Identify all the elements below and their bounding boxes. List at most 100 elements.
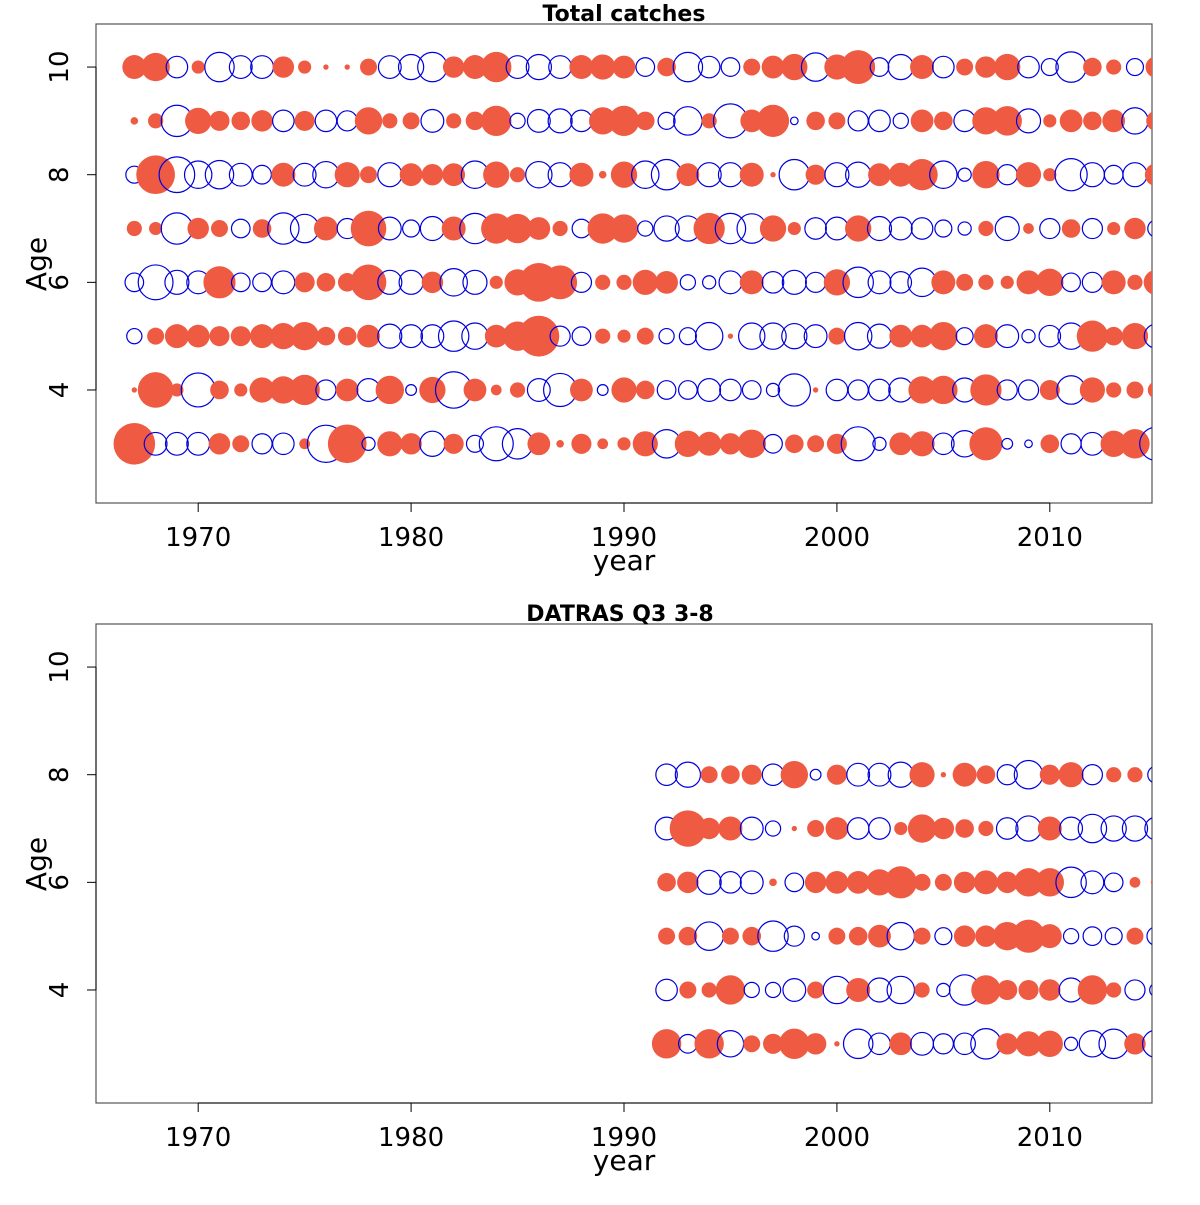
panel-title: DATRAS Q3 3-8 — [526, 602, 713, 627]
bubble-negative — [781, 322, 808, 350]
bubble-negative — [678, 327, 697, 346]
bubble-negative — [1060, 433, 1082, 455]
x-tick-label: 2010 — [1017, 1123, 1083, 1153]
bubble-positive — [148, 113, 164, 129]
bubble-negative — [143, 431, 168, 456]
bubble-positive — [357, 324, 380, 348]
bubble-negative — [1082, 926, 1103, 947]
bubble-negative — [1081, 271, 1104, 293]
bubble-positive — [1015, 162, 1042, 188]
bubble-negative — [824, 162, 850, 188]
bubble-positive — [1147, 382, 1152, 398]
bubble-positive — [556, 440, 564, 448]
bubble-positive — [978, 220, 994, 237]
bubble-positive — [910, 324, 934, 348]
bubble-negative — [314, 109, 338, 133]
bubble-positive — [462, 55, 487, 80]
bubble-negative — [672, 51, 704, 83]
bubble-negative — [696, 162, 722, 188]
bubble-positive — [701, 113, 717, 129]
bubble-negative — [714, 212, 747, 245]
bubble-negative — [789, 116, 799, 126]
bubble-positive — [1036, 268, 1064, 297]
bubble-negative — [934, 219, 953, 238]
bubble-negative — [1149, 984, 1152, 996]
bubble-negative — [1103, 164, 1124, 185]
bubble-negative — [525, 53, 553, 81]
bubble-negative — [653, 215, 680, 242]
bubble-positive — [443, 433, 464, 454]
bubble-negative — [782, 977, 807, 1002]
bubble-positive — [741, 764, 762, 785]
bubble-negative — [765, 382, 781, 398]
bubble-positive — [609, 214, 639, 243]
bubble-positive — [910, 109, 934, 133]
x-tick-label: 1970 — [165, 523, 231, 553]
bubble-negative — [1063, 1036, 1079, 1051]
bubble-positive — [715, 975, 746, 1005]
bubble-positive — [658, 927, 676, 945]
bubble-negative — [570, 109, 593, 133]
bubble-negative — [804, 217, 827, 240]
bubble-positive — [868, 924, 891, 948]
bubble-positive — [973, 870, 998, 895]
x-axis-label: year — [593, 544, 656, 577]
bubble-negative — [936, 982, 951, 998]
bubble-negative — [1024, 439, 1033, 449]
bubble-negative — [124, 272, 145, 293]
bubble-negative — [953, 1032, 976, 1056]
bubble-negative — [889, 271, 913, 294]
bubble-positive — [149, 221, 163, 236]
bubble-negative — [465, 434, 485, 453]
bubble-positive — [209, 326, 230, 347]
bubble-negative — [505, 55, 530, 80]
bubble-positive — [971, 975, 1001, 1005]
bubble-positive — [907, 814, 937, 843]
bubble-positive — [1040, 434, 1060, 454]
bubble-positive — [994, 53, 1021, 81]
bubble-positive — [694, 1029, 724, 1059]
bubble-positive — [327, 424, 367, 464]
bubble-negative — [910, 1031, 935, 1056]
bubble-negative — [739, 816, 764, 841]
bubble-negative — [679, 274, 697, 291]
bubble-positive — [846, 977, 871, 1002]
bubble-negative — [761, 271, 785, 294]
bubble-negative — [866, 977, 893, 1003]
bubble-negative — [866, 215, 893, 242]
bubble-positive — [975, 56, 997, 78]
bubble-positive — [299, 438, 311, 450]
bubble-positive — [978, 274, 994, 290]
bubble-positive — [270, 323, 297, 350]
bubble-positive — [1106, 982, 1122, 998]
bubble-positive — [636, 327, 654, 345]
bubble-negative — [1013, 759, 1044, 790]
bubble-positive — [481, 51, 512, 83]
bubble-negative — [526, 377, 551, 402]
bubble-positive — [826, 764, 847, 785]
bubble-positive — [290, 321, 319, 351]
bubble-positive — [164, 324, 189, 349]
bubble-positive — [756, 104, 790, 137]
bubble-positive — [569, 55, 594, 80]
bubble-positive — [1150, 879, 1152, 886]
bubble-negative — [674, 761, 702, 788]
bubble-negative — [825, 378, 849, 402]
bubble-positive — [1144, 164, 1152, 186]
bubble-negative — [1146, 927, 1152, 946]
bubble-positive — [481, 213, 512, 244]
bubble-negative — [228, 55, 253, 80]
bubble-positive — [610, 161, 638, 188]
bubble-negative — [417, 51, 448, 83]
bubble-negative — [272, 109, 295, 133]
bubble-positive — [996, 1033, 1018, 1055]
bubble-positive — [807, 435, 825, 453]
bubble-positive — [611, 377, 637, 403]
bubble-negative — [165, 55, 189, 79]
bubble-negative — [596, 384, 609, 396]
bubble-negative — [764, 981, 782, 999]
bubble-positive — [442, 163, 466, 187]
bubble-positive — [271, 162, 296, 187]
bubble-negative — [1121, 107, 1149, 135]
bubble-positive — [825, 870, 849, 894]
